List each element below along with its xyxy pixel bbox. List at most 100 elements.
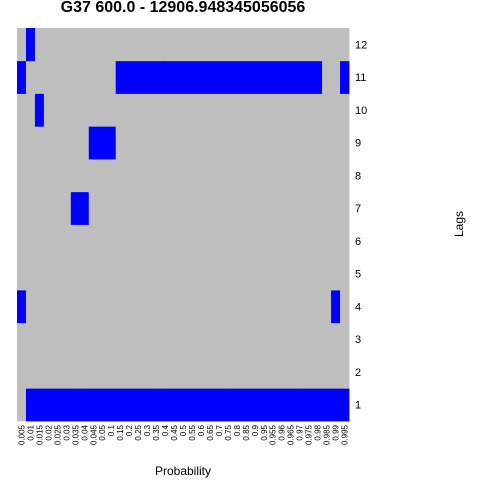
heatmap-cell-lag9-p0.9	[250, 126, 260, 160]
heatmap-cell-lag2-p0.4	[160, 355, 170, 389]
heatmap-cell-lag1-p0.75	[223, 388, 233, 422]
heatmap-cell-lag6-p0.75	[223, 224, 233, 258]
heatmap-cell-lag10-p0.85	[241, 93, 251, 127]
heatmap-cell-lag2-p0.98	[313, 355, 323, 389]
heatmap-cell-lag11-p0.04	[79, 60, 90, 94]
heatmap-cell-lag11-p0.45	[169, 60, 179, 94]
heatmap-cell-lag3-p0.01	[25, 322, 36, 356]
heatmap-cell-lag7-p0.035	[70, 191, 81, 225]
heatmap-cell-lag9-p0.985	[322, 126, 332, 160]
x-tick-label: 0.45	[170, 424, 179, 440]
heatmap-cell-lag10-p0.65	[205, 93, 215, 127]
heatmap-cell-lag3-p0.99	[331, 322, 341, 356]
heatmap-cell-lag12-p0.045	[88, 28, 99, 62]
heatmap-cell-lag7-p0.975	[304, 191, 314, 225]
heatmap-cell-lag6-p0.96	[277, 224, 287, 258]
heatmap-cell-lag2-p0.03	[61, 355, 72, 389]
x-tick-label: 0.01	[26, 424, 35, 440]
heatmap-cell-lag5-p0.7	[214, 257, 224, 291]
x-tick-label: 0.025	[53, 424, 62, 445]
heatmap-cell-lag6-p0.9	[250, 224, 260, 258]
heatmap-cell-lag7-p0.99	[331, 191, 341, 225]
heatmap-cell-lag2-p0.05	[97, 355, 108, 389]
heatmap-cell-lag7-p0.55	[187, 191, 197, 225]
heatmap-cell-lag5-p0.2	[124, 257, 135, 291]
heatmap-cell-lag4-p0.6	[196, 290, 206, 324]
heatmap-cell-lag4-p0.8	[232, 290, 242, 324]
heatmap-cell-lag1-p0.6	[196, 388, 206, 422]
heatmap-cell-lag3-p0.7	[214, 322, 224, 356]
heatmap-cell-lag9-p0.5	[178, 126, 188, 160]
x-tick-label: 0.6	[197, 424, 206, 436]
heatmap-cell-lag11-p0.005	[17, 60, 27, 94]
heatmap-cell-lag3-p0.025	[52, 322, 63, 356]
heatmap-cell-lag7-p0.1	[106, 191, 117, 225]
heatmap-cell-lag7-p0.03	[61, 191, 72, 225]
heatmap-cell-lag3-p0.005	[17, 322, 27, 356]
heatmap-cell-lag4-p0.015	[34, 290, 45, 324]
heatmap-cell-lag9-p0.85	[241, 126, 251, 160]
heatmap-cell-lag7-p0.5	[178, 191, 188, 225]
heatmap-cell-lag3-p0.965	[286, 322, 296, 356]
chart-title: G37 600.0 - 12906.948345056056	[61, 0, 306, 16]
y-tick-label: 7	[355, 203, 361, 215]
heatmap-cell-lag6-p0.6	[196, 224, 206, 258]
heatmap-cell-lag10-p0.6	[196, 93, 206, 127]
heatmap-cell-lag8-p0.45	[169, 159, 179, 193]
heatmap-cell-lag9-p0.015	[34, 126, 45, 160]
heatmap-cell-lag2-p0.04	[79, 355, 90, 389]
heatmap-cell-lag1-p0.55	[187, 388, 197, 422]
heatmap-cell-lag12-p0.65	[205, 28, 215, 62]
heatmap-cell-lag11-p0.4	[160, 60, 170, 94]
heatmap-cell-lag6-p0.98	[313, 224, 323, 258]
heatmap-cell-lag2-p0.95	[259, 355, 269, 389]
heatmap-cell-lag1-p0.65	[205, 388, 215, 422]
heatmap-cell-lag4-p0.965	[286, 290, 296, 324]
heatmap-cell-lag6-p0.97	[295, 224, 305, 258]
heatmap-cell-lag1-p0.015	[34, 388, 45, 422]
x-tick-label: 0.045	[89, 424, 98, 445]
heatmap-cell-lag12-p0.35	[151, 28, 161, 62]
heatmap-cell-lag10-p0.9	[250, 93, 260, 127]
heatmap-cell-lag6-p0.2	[124, 224, 135, 258]
heatmap-cell-lag7-p0.965	[286, 191, 296, 225]
heatmap-cell-lag4-p0.035	[70, 290, 81, 324]
x-tick-label: 0.05	[98, 424, 107, 440]
heatmap-cell-lag9-p0.35	[151, 126, 161, 160]
heatmap-cell-lag1-p0.45	[169, 388, 179, 422]
heatmap-cell-lag10-p0.005	[17, 93, 27, 127]
heatmap-cell-lag9-p0.25	[133, 126, 144, 160]
heatmap-cell-lag2-p0.01	[25, 355, 36, 389]
x-tick-label: 0.7	[215, 424, 224, 436]
x-tick-label: 0.995	[341, 424, 350, 445]
heatmap-cell-lag2-p0.6	[196, 355, 206, 389]
heatmap-cell-lag12-p0.95	[259, 28, 269, 62]
heatmap-cell-lag2-p0.85	[241, 355, 251, 389]
x-tick-label: 0.975	[305, 424, 314, 445]
y-tick-label: 5	[355, 269, 361, 281]
heatmap-cell-lag10-p0.01	[25, 93, 36, 127]
heatmap-cell-lag12-p0.035	[70, 28, 81, 62]
heatmap-cell-lag5-p0.04	[79, 257, 90, 291]
heatmap-cell-lag5-p0.015	[34, 257, 45, 291]
heatmap-cell-lag1-p0.04	[79, 388, 90, 422]
heatmap-cell-lag1-p0.35	[151, 388, 161, 422]
heatmap-cell-lag1-p0.975	[304, 388, 314, 422]
heatmap-cell-lag2-p0.65	[205, 355, 215, 389]
heatmap-cell-lag12-p0.015	[34, 28, 45, 62]
y-tick-label: 2	[355, 367, 361, 379]
heatmap-cell-lag2-p0.97	[295, 355, 305, 389]
heatmap-cell-lag5-p0.75	[223, 257, 233, 291]
heatmap-cell-lag4-p0.3	[142, 290, 152, 324]
x-tick-label: 0.9	[251, 424, 260, 436]
heatmap-cell-lag5-p0.005	[17, 257, 27, 291]
heatmap-cell-lag2-p0.55	[187, 355, 197, 389]
heatmap-cell-lag11-p0.045	[88, 60, 99, 94]
heatmap-cell-lag8-p0.9	[250, 159, 260, 193]
x-tick-label: 0.25	[134, 424, 143, 440]
heatmap-cell-lag8-p0.1	[106, 159, 117, 193]
x-tick-label: 0.3	[143, 424, 152, 436]
heatmap-cell-lag4-p0.85	[241, 290, 251, 324]
heatmap-cell-lag3-p0.045	[88, 322, 99, 356]
